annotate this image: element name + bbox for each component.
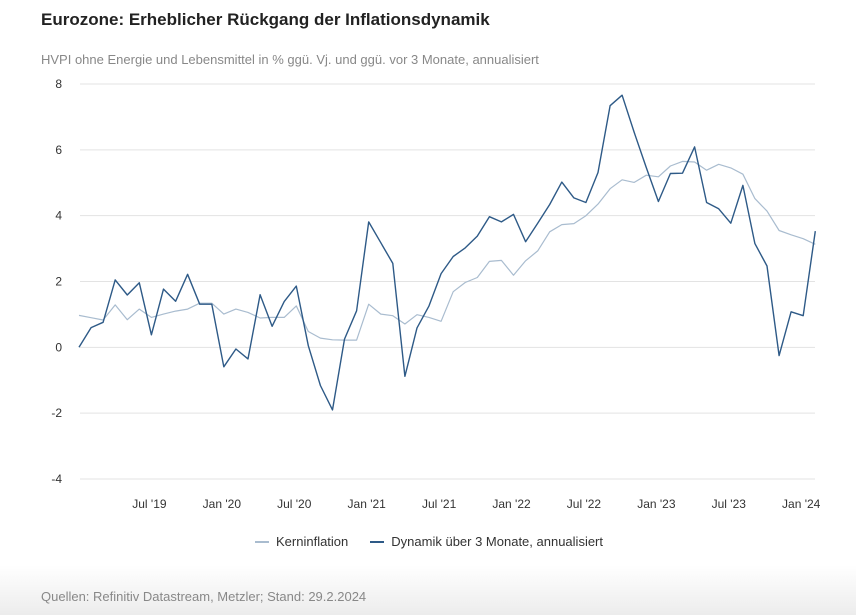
x-tick-label: Jan '24 [782,497,821,511]
legend-item-kerninflation[interactable]: Kerninflation [255,534,348,549]
line-chart: -4 -2 0 2 4 6 8 Jul '19 Jan '20 Jul '20 Jan '21 Jul… [51,77,821,511]
x-tick-label: Jul '22 [567,497,602,511]
y-tick-label: 6 [55,143,62,157]
x-tick-label: Jul '20 [277,497,312,511]
x-tick-label: Jan '21 [348,497,387,511]
chart-subtitle: HVPI ohne Energie und Lebensmittel in % … [41,52,539,67]
series-line-kerninflation[interactable] [78,160,816,341]
legend-swatch [255,540,269,543]
x-tick-label: Jul '21 [422,497,457,511]
y-tick-label: 0 [55,340,62,354]
legend-swatch [370,540,385,543]
y-tick-label: -2 [51,406,62,420]
legend-item-dynamik[interactable]: Dynamik über 3 Monate, annualisiert [370,534,603,549]
series-line-dynamik[interactable] [78,94,816,411]
y-tick-label: -4 [51,472,62,486]
x-tick-label: Jan '23 [637,497,676,511]
legend-label: Dynamik über 3 Monate, annualisiert [391,534,604,549]
x-tick-label: Jul '19 [132,497,167,511]
y-tick-label: 2 [55,275,62,289]
chart-title: Eurozone: Erheblicher Rückgang der Infla… [41,10,490,29]
y-tick-label: 8 [55,77,62,91]
x-tick-label: Jul '23 [712,497,747,511]
x-tick-label: Jan '20 [203,497,242,511]
y-tick-label: 4 [55,209,62,223]
x-tick-label: Jan '22 [492,497,531,511]
footer: Quellen: Refinitiv Datastream, Metzler; … [0,565,856,615]
legend-label: Kerninflation [276,534,349,549]
legend: Kerninflation Dynamik über 3 Monate, ann… [255,534,603,549]
source-note: Quellen: Refinitiv Datastream, Metzler; … [41,589,367,604]
